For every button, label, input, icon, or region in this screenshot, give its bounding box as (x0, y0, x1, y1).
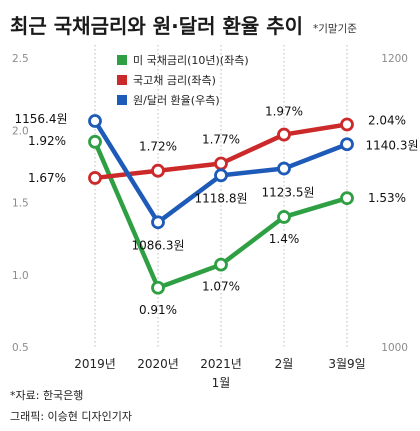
right-axis-ticks: 1200 1000 (381, 53, 408, 354)
data-label-green-4: 1.53% (368, 191, 406, 205)
left-tick-label-2: 1.5 (12, 198, 29, 210)
chart-title: 최근 국채금리와 원·달러 환율 추이 (10, 14, 303, 38)
source-note: *자료: 한국은행 (10, 389, 83, 402)
point-green-2 (214, 257, 228, 272)
point-red-3 (277, 127, 291, 142)
point-green-3 (277, 210, 291, 224)
left-tick-label-0: 2.5 (12, 53, 29, 65)
legend-label-green: 미 국채금리(10년)(좌측) (133, 54, 249, 67)
point-blue-4 (340, 137, 354, 152)
graphic-credit: 그래픽: 이승현 디자인기자 (10, 410, 132, 423)
data-label-green-1: 0.91% (139, 303, 177, 317)
data-label-red-4: 2.04% (368, 113, 406, 127)
data-label-red-2: 1.77% (202, 132, 240, 146)
data-label-green-3: 1.4% (269, 232, 300, 246)
point-red-1 (151, 163, 165, 178)
legend-label-red: 국고채 금리(좌측) (133, 74, 216, 87)
point-green-1 (151, 280, 165, 295)
data-label-blue-3: 1123.5원 (261, 186, 314, 200)
data-label-red-3: 1.97% (265, 105, 303, 119)
left-axis-ticks: 2.5 2.0 1.5 1.0 0.5 (12, 53, 29, 354)
x-tick-label-1: 2020년 (137, 357, 179, 371)
legend-swatch-green (117, 55, 127, 65)
legend: 미 국채금리(10년)(좌측) 국고채 금리(좌측) 원/달러 환율(우측) (117, 54, 249, 107)
point-blue-0 (88, 114, 102, 128)
point-blue-1 (151, 215, 165, 230)
x-tick-label-2-line-1: 1월 (212, 376, 231, 390)
point-green-0 (88, 134, 102, 149)
data-label-blue-1: 1086.3원 (131, 238, 184, 252)
point-red-4 (340, 117, 354, 132)
series-points (88, 114, 354, 295)
chart-subtitle: *기말기준 (313, 23, 357, 35)
left-tick-label-3: 1.0 (12, 270, 29, 282)
x-tick-label-0: 2019년 (74, 357, 116, 371)
point-green-4 (340, 191, 354, 206)
x-tick-label-4: 3월9일 (328, 357, 365, 371)
point-red-2 (214, 156, 228, 171)
data-label-blue-4: 1140.3원 (365, 138, 418, 152)
right-tick-label-1: 1000 (381, 342, 408, 354)
point-blue-2 (214, 168, 228, 183)
legend-swatch-red (117, 75, 127, 85)
data-label-green-0: 1.92% (28, 134, 66, 148)
x-tick-label-3: 2월 (275, 357, 294, 371)
left-tick-label-4: 0.5 (12, 342, 29, 354)
data-labels: 1.92% 0.91% 1.07% 1.4% 1.53% 1.67% 1.72% 1.77% 1… (14, 105, 418, 317)
data-label-green-2: 1.07% (202, 280, 240, 294)
legend-swatch-blue (117, 95, 127, 105)
right-tick-label-0: 1200 (381, 53, 408, 65)
legend-label-blue: 원/달러 환율(우측) (133, 94, 220, 107)
data-label-red-1: 1.72% (139, 140, 177, 154)
data-label-blue-0: 1156.4원 (14, 112, 67, 126)
point-blue-3 (277, 161, 291, 176)
left-tick-label-1: 2.0 (12, 125, 29, 137)
data-label-blue-2: 1118.8원 (194, 191, 247, 205)
x-axis-ticks: 2019년 2020년 2021년 1월 2월 3월9일 (74, 357, 365, 390)
point-red-0 (88, 171, 102, 185)
x-tick-label-2: 2021년 (200, 357, 242, 371)
data-label-red-0: 1.67% (28, 171, 66, 185)
